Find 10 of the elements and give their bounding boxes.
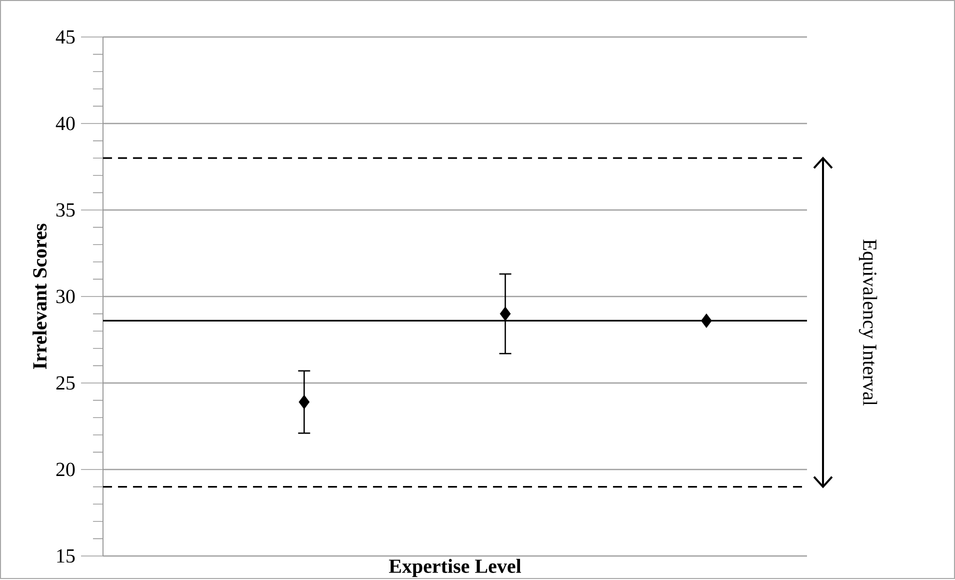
text: Equivalency Interval — [858, 239, 878, 406]
y-tick-label: 45 — [56, 30, 75, 44]
y-tick-label: 40 — [56, 116, 75, 130]
y-tick-label: 20 — [56, 462, 75, 476]
y-axis-title: Irrelevant Scores — [32, 224, 47, 369]
y-tick-label: 25 — [56, 376, 75, 390]
y-tick-label: 30 — [56, 290, 75, 304]
y-tick-label: 15 — [57, 549, 75, 562]
x-axis-title: Expertise Level — [388, 558, 522, 577]
y-tick-label: 35 — [56, 203, 75, 217]
